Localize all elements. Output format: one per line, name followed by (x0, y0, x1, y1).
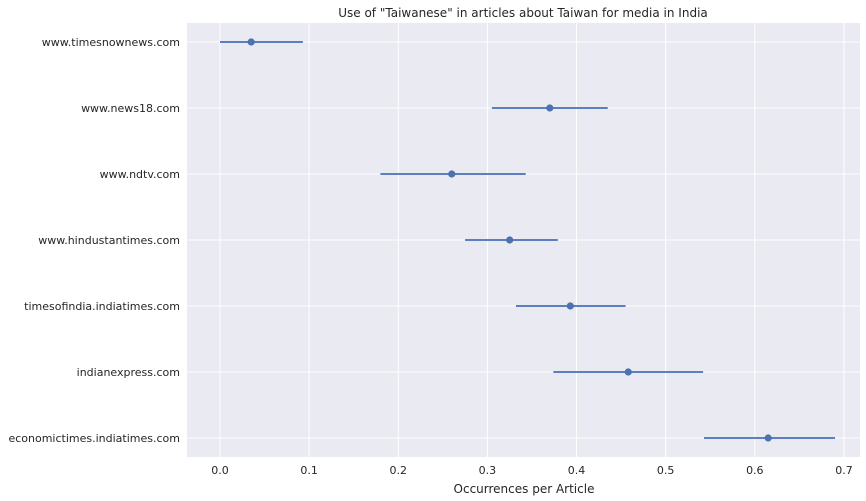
x-tick-label: 0.3 (479, 464, 497, 477)
x-tick-label: 0.5 (657, 464, 675, 477)
x-tick-label: 0.1 (300, 464, 318, 477)
y-tick-label: indianexpress.com (77, 366, 180, 379)
x-tick-label: 0.2 (390, 464, 408, 477)
y-tick-labels: www.timesnownews.com www.news18.com www.nd… (8, 36, 180, 445)
y-tick-label: www.timesnownews.com (42, 36, 180, 49)
data-point (506, 236, 514, 244)
y-tick-label: www.hindustantimes.com (38, 234, 180, 247)
y-tick-label: www.news18.com (81, 102, 180, 115)
y-tick-label: www.ndtv.com (100, 168, 180, 181)
x-tick-labels: 0.0 0.1 0.2 0.3 0.4 0.5 0.6 0.7 (211, 464, 852, 477)
data-point (566, 302, 574, 310)
y-tick-label: timesofindia.indiatimes.com (24, 300, 180, 313)
data-point (546, 104, 554, 112)
x-tick-label: 0.6 (746, 464, 764, 477)
x-tick-label: 0.7 (835, 464, 853, 477)
data-point (624, 368, 632, 376)
x-tick-label: 0.0 (211, 464, 229, 477)
data-point (448, 170, 456, 178)
x-tick-label: 0.4 (568, 464, 586, 477)
y-tick-label: economictimes.indiatimes.com (8, 432, 180, 445)
data-point (247, 38, 255, 46)
data-point (764, 434, 772, 442)
data-marks (219, 38, 836, 442)
x-axis-label: Occurrences per Article (454, 482, 595, 496)
chart-title: Use of "Taiwanese" in articles about Tai… (338, 6, 708, 20)
